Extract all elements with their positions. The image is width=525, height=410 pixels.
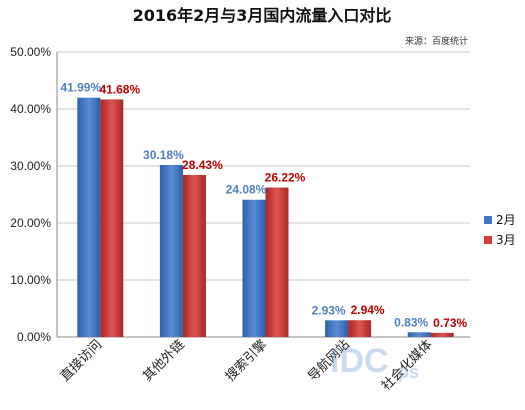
bar [265,187,289,337]
watermark-text: IDC [330,342,389,380]
y-tick-label: 30.00% [10,159,51,173]
legend-swatch [484,236,492,244]
x-tick-label: 搜索引擎 [223,337,270,384]
data-label: 0.73% [433,316,467,330]
data-label: 2.93% [312,303,346,317]
data-label: 28.43% [182,158,223,172]
data-label: 41.99% [60,81,101,95]
legend-label: 2月 [496,213,516,227]
data-label: 2.94% [351,303,385,317]
y-tick-label: 10.00% [10,273,51,287]
bar [407,332,431,337]
data-label: 30.18% [143,148,184,162]
bars-layer [77,97,454,337]
bar [159,164,183,337]
data-label: 24.08% [226,183,267,197]
bar [325,320,349,337]
data-label: 0.83% [394,315,428,329]
chart-title: 2016年2月与3月国内流量入口对比 [133,6,392,25]
data-labels-layer: 41.99%41.68% 30.18%28.43%24.08%26.22% 2.93… [60,81,467,330]
watermark: IDC ps [330,342,419,382]
bar [348,320,372,337]
legend-label: 3月 [496,233,516,247]
bar [430,332,454,337]
chart-source: 来源：百度统计 [405,35,468,47]
bar [242,199,266,337]
data-label: 41.68% [99,82,140,96]
watermark-sub: ps [398,362,419,382]
bar [182,174,206,337]
y-tick-label: 20.00% [10,216,51,230]
bar [100,99,124,337]
legend-swatch [484,216,492,224]
bar [77,97,101,337]
x-tick-label: 其他外链 [140,337,187,384]
y-tick-label: 50.00% [10,45,51,59]
y-tick-label: 40.00% [10,102,51,116]
x-tick-label: 直接访问 [57,337,105,385]
y-tick-label: 0.00% [17,330,51,344]
data-label: 26.22% [265,171,306,185]
